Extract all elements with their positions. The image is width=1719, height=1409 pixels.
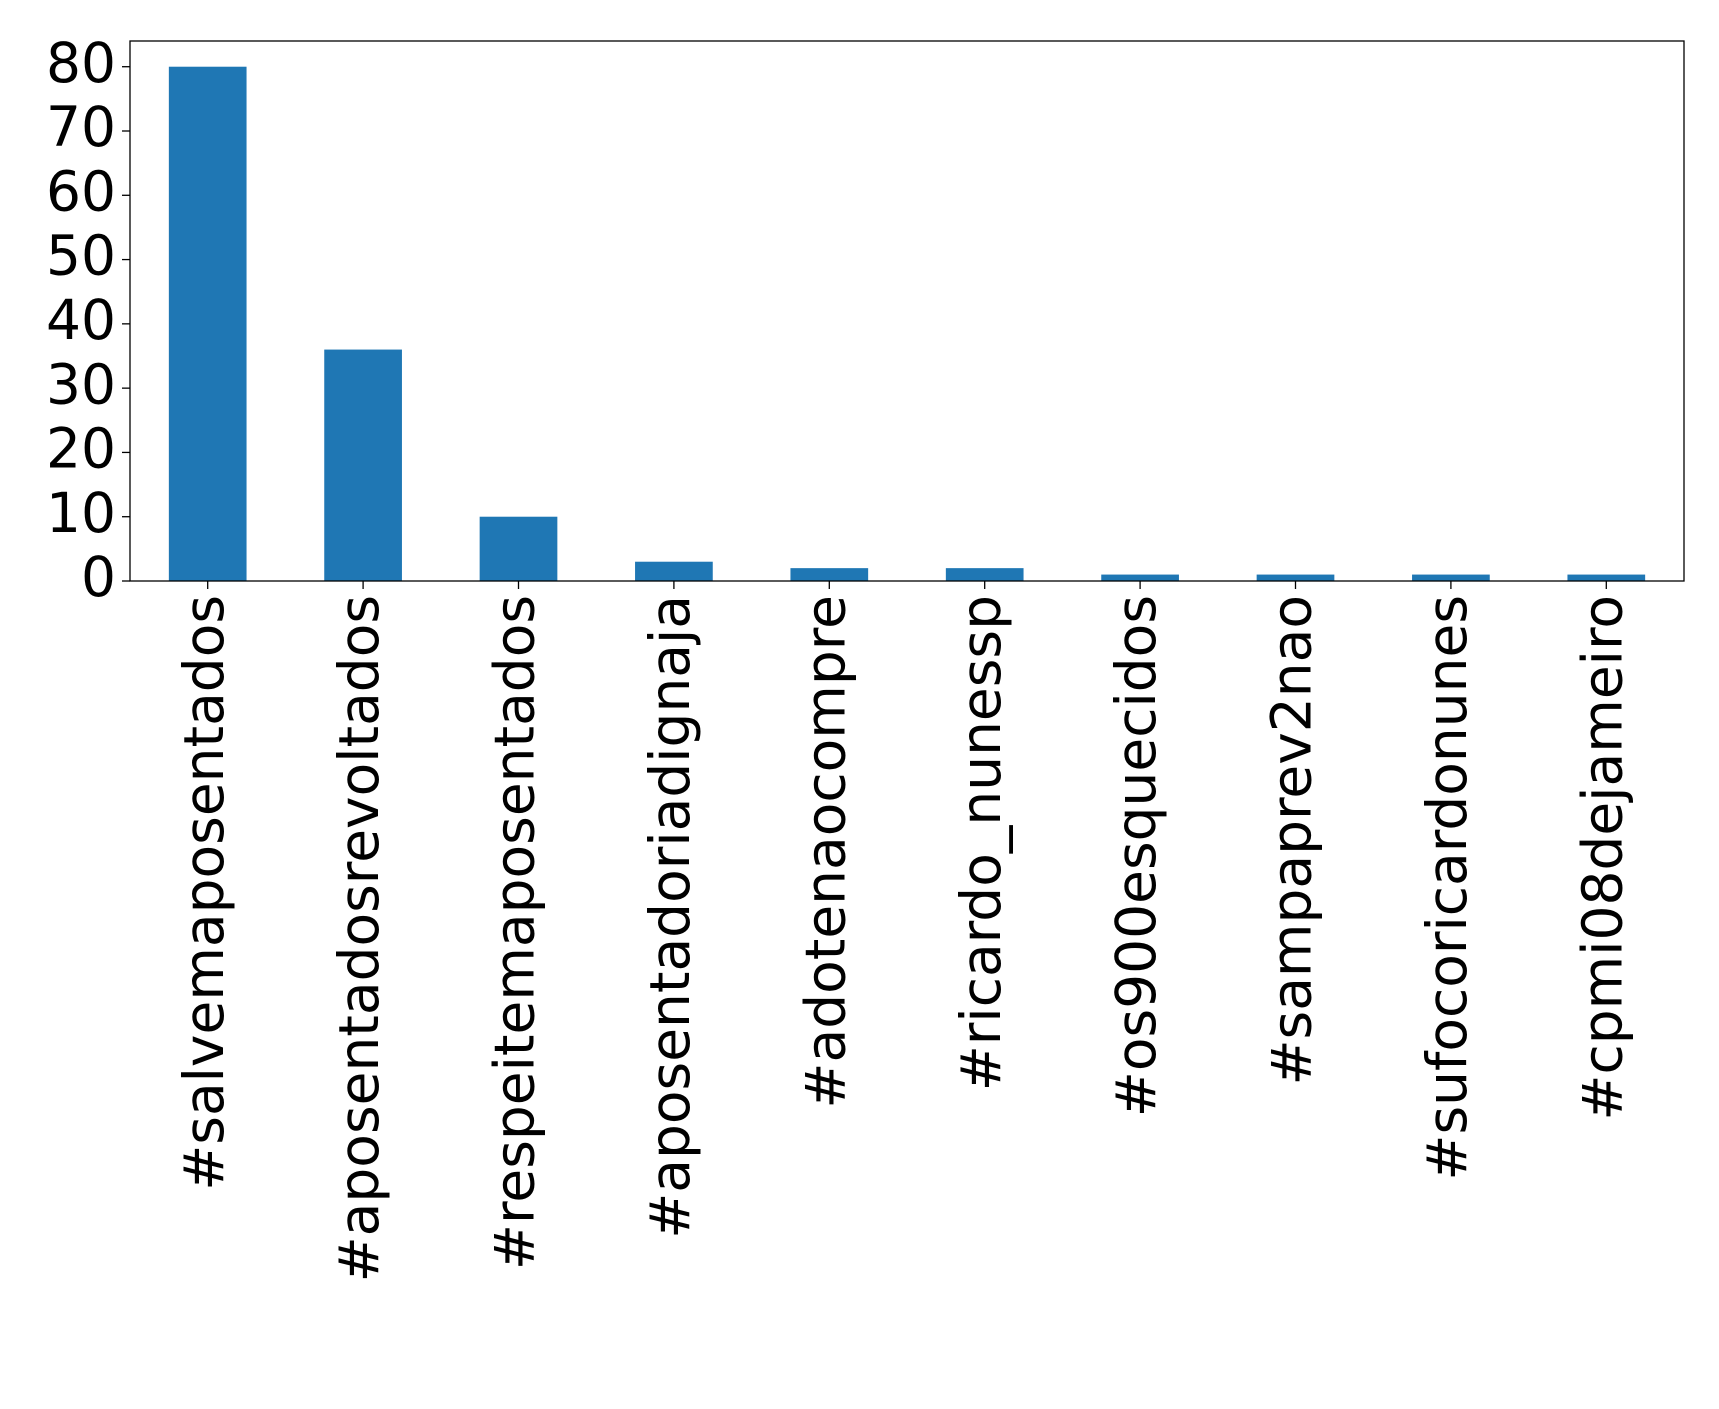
y-tick-label: 70 <box>46 95 116 159</box>
x-tick-label: #os900esquecidos <box>1104 595 1168 1117</box>
x-tick-label: #ricardo_nunessp <box>949 595 1013 1091</box>
bar <box>1256 574 1335 581</box>
bar <box>168 66 247 581</box>
x-tick-label: #sufocoricardonunes <box>1415 595 1479 1181</box>
bar <box>479 516 558 581</box>
bar <box>1412 574 1490 581</box>
x-tick-label: #aposentadoriadignaja <box>638 595 702 1239</box>
bar <box>324 349 402 581</box>
bar <box>1101 574 1179 581</box>
x-tick-label: #salvemaposentados <box>172 595 236 1191</box>
y-tick-label: 20 <box>46 417 116 481</box>
bar <box>635 561 713 581</box>
plot-frame <box>129 40 1685 582</box>
y-tick-label: 0 <box>81 545 116 609</box>
bar <box>1567 574 1646 581</box>
x-tick-label: #respeitemaposentados <box>483 595 547 1270</box>
x-tick-label: #adotenaocompre <box>793 595 857 1109</box>
bar <box>945 568 1024 581</box>
x-tick-label: #sampaprev2nao <box>1260 595 1324 1086</box>
x-tick-label: #cpmi08dejameiro <box>1570 595 1634 1121</box>
bar <box>790 568 869 581</box>
y-tick-label: 60 <box>46 159 116 223</box>
y-tick-label: 80 <box>46 31 116 95</box>
y-tick-label: 10 <box>46 481 116 545</box>
y-tick-label: 30 <box>46 352 116 416</box>
x-tick-label: #aposentadosrevoltados <box>327 595 391 1282</box>
y-tick-label: 40 <box>46 288 116 352</box>
y-tick-label: 50 <box>46 224 116 288</box>
